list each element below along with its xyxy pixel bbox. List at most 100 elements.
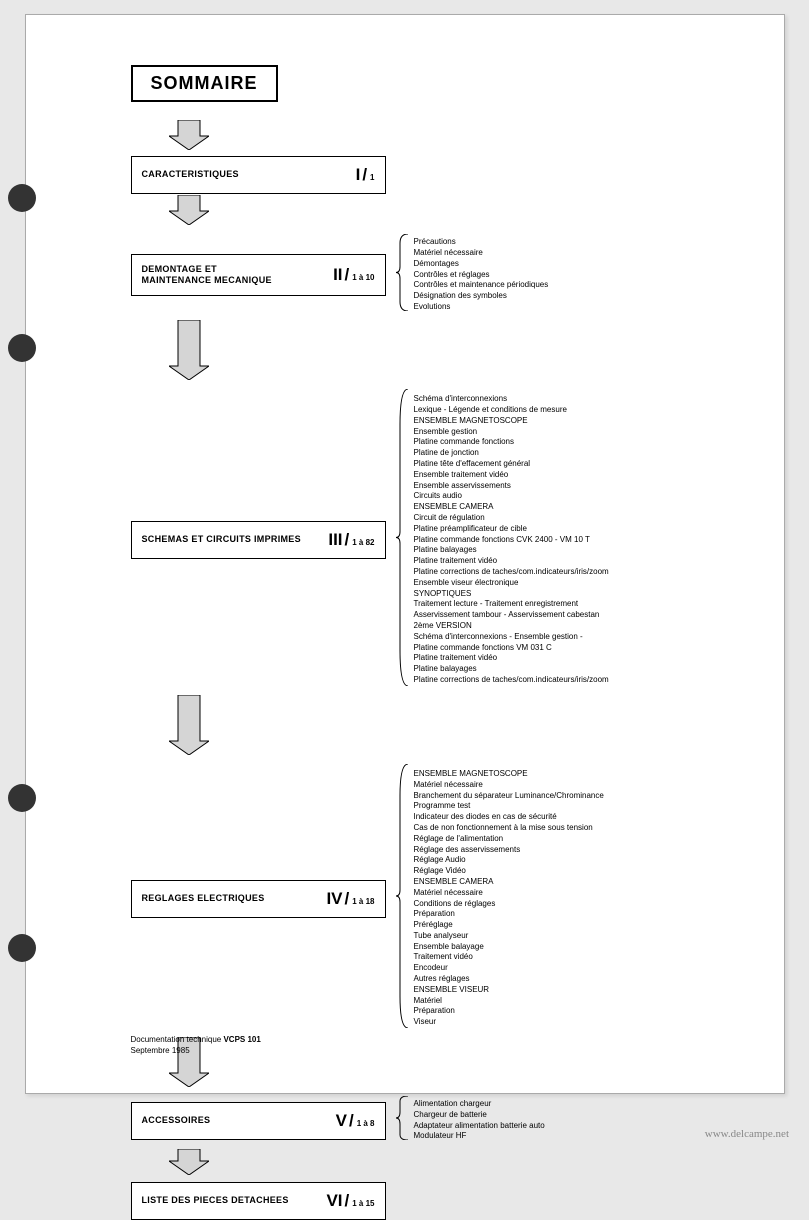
detail-item: Désignation des symboles <box>414 291 549 302</box>
detail-item: Ensemble viseur électronique <box>414 578 609 589</box>
brace-icon <box>396 764 408 1028</box>
detail-item: Ensemble asservissements <box>414 481 609 492</box>
detail-item: Modulateur HF <box>414 1131 545 1142</box>
detail-item: Indicateur des diodes en cas de sécurité <box>414 812 604 823</box>
detail-item: Préparation <box>414 909 604 920</box>
section-box: DEMONTAGE ETMAINTENANCE MECANIQUE II/1 à … <box>131 254 386 296</box>
detail-item: Ensemble traitement vidéo <box>414 470 609 481</box>
detail-item: Démontages <box>414 259 549 270</box>
section-box-wrap: REGLAGES ELECTRIQUESIV/1 à 18 <box>131 767 386 1031</box>
brace-icon <box>396 234 408 311</box>
section-row: SCHEMAS ET CIRCUITS IMPRIMES III/1 à 82 S… <box>131 389 744 691</box>
detail-item: Platine commande fonctions VM 031 C <box>414 643 609 654</box>
document-page: SOMMAIRE CARACTERISTIQUES I/1 DEMONTAGE E… <box>25 14 785 1094</box>
section-box: LISTE DES PIECES DETACHEESVI/1 à 15 <box>131 1182 386 1220</box>
arrow-down-icon <box>169 195 209 225</box>
flow-arrow <box>169 195 744 230</box>
detail-item: Précautions <box>414 237 549 248</box>
detail-item: Circuit de régulation <box>414 513 609 524</box>
detail-item: Préréglage <box>414 920 604 931</box>
punch-hole <box>8 334 36 362</box>
detail-item: Conditions de réglages <box>414 899 604 910</box>
section-row: REGLAGES ELECTRIQUESIV/1 à 18 ENSEMBLE M… <box>131 764 744 1033</box>
detail-item: ENSEMBLE MAGNETOSCOPE <box>414 416 609 427</box>
page-range: 1 <box>370 173 374 182</box>
detail-item: Circuits audio <box>414 491 609 502</box>
detail-item: Platine commande fonctions CVK 2400 - VM… <box>414 535 609 546</box>
arrow-down-icon <box>169 320 209 380</box>
section-box-wrap: CARACTERISTIQUES I/1 <box>131 159 386 191</box>
section-number: IV/1 à 18 <box>326 889 374 909</box>
section-box-wrap: LISTE DES PIECES DETACHEESVI/1 à 15 <box>131 1184 386 1218</box>
punch-hole <box>8 184 36 212</box>
section-box-wrap: DEMONTAGE ETMAINTENANCE MECANIQUE II/1 à … <box>131 237 386 314</box>
detail-item: Viseur <box>414 1017 604 1028</box>
detail-item: Platine balayages <box>414 664 609 675</box>
page-range: 1 à 15 <box>352 1199 374 1208</box>
punch-hole <box>8 784 36 812</box>
flow-arrow <box>169 1149 744 1180</box>
detail-item: Réglage des asservissements <box>414 845 604 856</box>
detail-group: ENSEMBLE MAGNETOSCOPE Matériel nécessaire… <box>396 764 744 1033</box>
detail-item: ENSEMBLE CAMERA <box>414 877 604 888</box>
section-number: VI/1 à 15 <box>326 1191 374 1211</box>
detail-item: Platine commande fonctions <box>414 437 609 448</box>
brace <box>396 1096 408 1145</box>
section-label: CARACTERISTIQUES <box>142 169 239 180</box>
detail-item: Matériel nécessaire <box>414 248 549 259</box>
detail-item: Alimentation chargeur <box>414 1099 545 1110</box>
page-range: 1 à 10 <box>352 273 374 282</box>
detail-item: Schéma d'interconnexions <box>414 394 609 405</box>
detail-list: Schéma d'interconnexionsLexique - Légend… <box>414 394 609 686</box>
detail-item: ENSEMBLE MAGNETOSCOPE <box>414 769 604 780</box>
page-range: 1 à 18 <box>352 897 374 906</box>
detail-item: Platine traitement vidéo <box>414 556 609 567</box>
section-row: DEMONTAGE ETMAINTENANCE MECANIQUE II/1 à … <box>131 234 744 316</box>
detail-item: Programme test <box>414 801 604 812</box>
section-label: ACCESSOIRES <box>142 1115 211 1126</box>
brace-icon <box>396 1096 408 1140</box>
page-range: 1 à 82 <box>352 538 374 547</box>
arrow-down-icon <box>169 695 209 755</box>
detail-item: Cas de non fonctionnement à la mise sous… <box>414 823 604 834</box>
section-number: III/1 à 82 <box>328 530 374 550</box>
detail-item: SYNOPTIQUES <box>414 589 609 600</box>
section-box-wrap: ACCESSOIRESV/1 à 8 <box>131 1099 386 1143</box>
detail-item: Platine tête d'effacement général <box>414 459 609 470</box>
detail-item: Platine de jonction <box>414 448 609 459</box>
flow-arrow <box>169 120 744 155</box>
footer: Documentation technique VCPS 101 Septemb… <box>131 1035 261 1057</box>
section-box: ACCESSOIRESV/1 à 8 <box>131 1102 386 1140</box>
section-number: II/1 à 10 <box>333 265 374 285</box>
detail-item: Contrôles et réglages <box>414 270 549 281</box>
detail-item: Réglage de l'alimentation <box>414 834 604 845</box>
section-row: ACCESSOIRESV/1 à 8 Alimentation chargeur… <box>131 1096 744 1145</box>
footer-date: Septembre 1985 <box>131 1046 261 1057</box>
detail-item: Chargeur de batterie <box>414 1110 545 1121</box>
detail-item: Asservissement tambour - Asservissement … <box>414 610 609 621</box>
detail-group: PrécautionsMatériel nécessaireDémontages… <box>396 234 744 316</box>
roman-numeral: III <box>328 530 342 550</box>
brace-icon <box>396 389 408 686</box>
detail-item: Platine corrections de taches/com.indica… <box>414 567 609 578</box>
detail-item: Autres réglages <box>414 974 604 985</box>
section-box: REGLAGES ELECTRIQUESIV/1 à 18 <box>131 880 386 918</box>
page-range: 1 à 8 <box>357 1119 375 1128</box>
section-number: I/1 <box>356 165 375 185</box>
detail-item: Réglage Audio <box>414 855 604 866</box>
footer-doc-ref: Documentation technique VCPS 101 <box>131 1035 261 1046</box>
detail-item: Matériel nécessaire <box>414 888 604 899</box>
watermark: www.delcampe.net <box>705 1128 789 1140</box>
page-title: SOMMAIRE <box>151 73 258 93</box>
detail-list: PrécautionsMatériel nécessaireDémontages… <box>414 237 549 313</box>
section-label: SCHEMAS ET CIRCUITS IMPRIMES <box>142 534 301 545</box>
detail-item: Traitement vidéo <box>414 952 604 963</box>
detail-item: Préparation <box>414 1006 604 1017</box>
detail-item: Encodeur <box>414 963 604 974</box>
section-label: DEMONTAGE ETMAINTENANCE MECANIQUE <box>142 264 272 287</box>
detail-item: Ensemble gestion <box>414 427 609 438</box>
detail-item: Traitement lecture - Traitement enregist… <box>414 599 609 610</box>
section-row: CARACTERISTIQUES I/1 <box>131 159 744 191</box>
detail-list: Alimentation chargeurChargeur de batteri… <box>414 1099 545 1142</box>
roman-numeral: II <box>333 265 342 285</box>
